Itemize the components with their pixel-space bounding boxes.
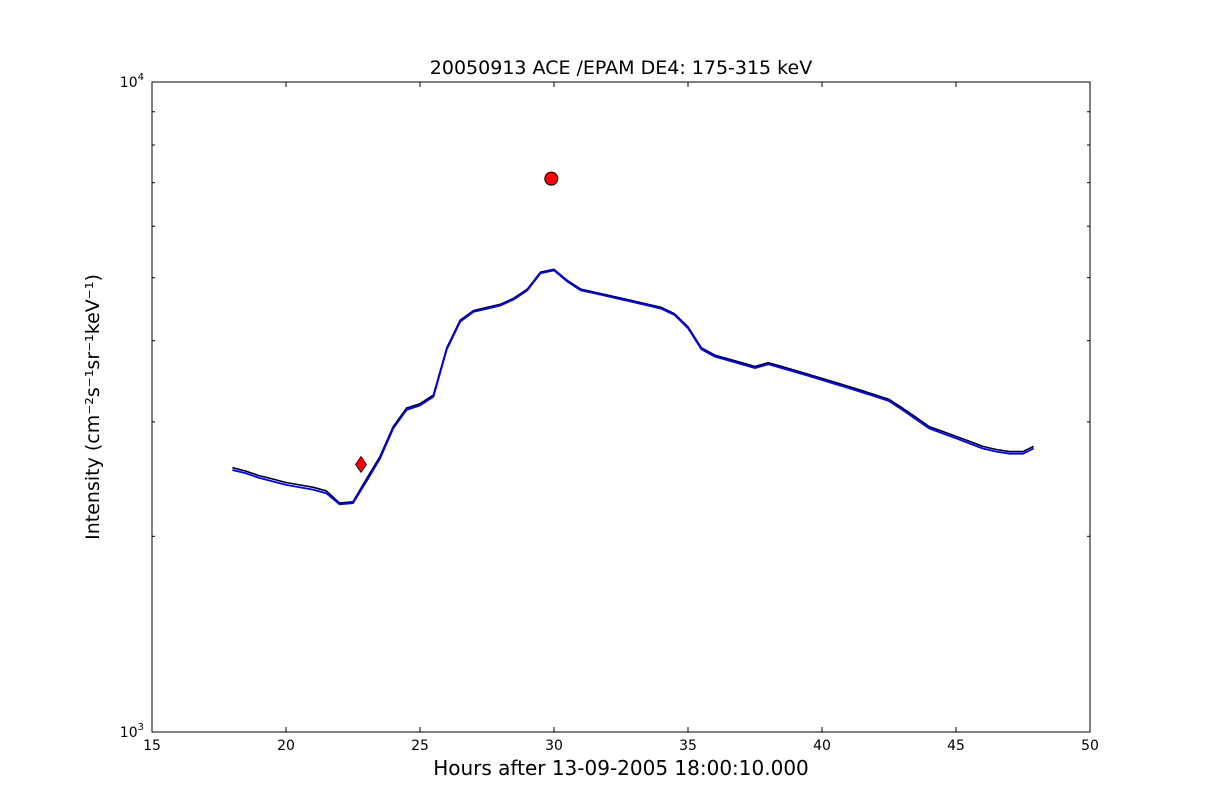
x-tick-label: 50 bbox=[1081, 738, 1099, 754]
plot-frame bbox=[151, 81, 1091, 733]
x-tick-label: 15 bbox=[143, 738, 161, 754]
plot-area bbox=[232, 171, 1035, 506]
onset-marker-diamond bbox=[355, 455, 368, 474]
x-tick-label: 25 bbox=[411, 738, 429, 754]
series-line-0 bbox=[232, 268, 1035, 504]
y-tick-label: 104 bbox=[120, 72, 144, 91]
x-tick-label: 45 bbox=[947, 738, 965, 754]
x-tick-label: 30 bbox=[545, 738, 563, 754]
x-tick-label: 40 bbox=[813, 738, 831, 754]
x-tick-label: 35 bbox=[679, 738, 697, 754]
axis-ticks: 15 20 25 30 35 40 45 50 103 104 bbox=[120, 72, 1099, 754]
peak-marker-circle bbox=[544, 171, 559, 186]
x-tick-label: 20 bbox=[277, 738, 295, 754]
chart-title: 20050913 ACE /EPAM DE4: 175-315 keV bbox=[430, 57, 812, 79]
y-axis-label: Intensity (cm⁻²s⁻¹sr⁻¹keV⁻¹) bbox=[82, 274, 104, 540]
series-line-1 bbox=[232, 269, 1035, 506]
x-axis-label: Hours after 13-09-2005 18:00:10.000 bbox=[433, 756, 809, 780]
y-tick-label: 103 bbox=[120, 722, 144, 741]
